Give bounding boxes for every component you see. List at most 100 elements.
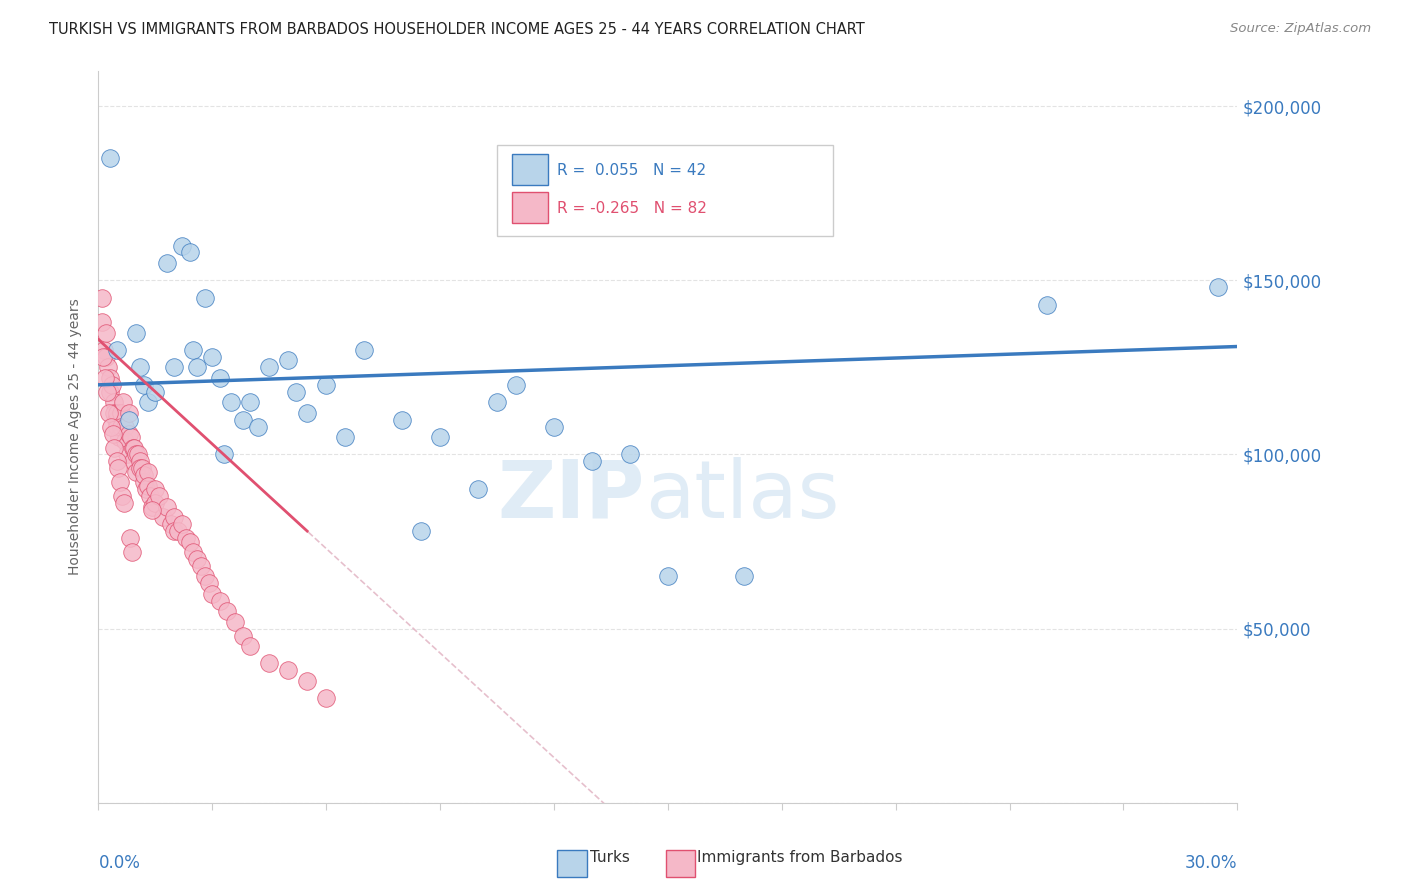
Point [110, 419, 132, 434]
Point [121, 454, 143, 468]
FancyBboxPatch shape [498, 145, 832, 235]
Point [145, 384, 167, 399]
FancyBboxPatch shape [512, 154, 548, 185]
Point [112, 496, 135, 510]
Point [156, 500, 179, 514]
Point [246, 419, 269, 434]
Point [145, 496, 167, 510]
Point [201, 350, 224, 364]
Text: Immigrants from Barbados: Immigrants from Barbados [697, 850, 903, 865]
Point [221, 395, 243, 409]
Point [107, 343, 129, 357]
Point [159, 517, 181, 532]
Point [208, 594, 231, 608]
Point [163, 360, 186, 375]
Point [619, 448, 641, 462]
Point [152, 510, 174, 524]
Point [163, 510, 186, 524]
Point [259, 657, 281, 671]
Point [179, 534, 201, 549]
Point [129, 461, 152, 475]
Point [107, 406, 129, 420]
Point [315, 691, 337, 706]
Point [132, 377, 155, 392]
FancyBboxPatch shape [665, 850, 695, 877]
Point [118, 426, 141, 441]
Point [108, 430, 131, 444]
Point [170, 517, 193, 532]
Point [391, 412, 413, 426]
Point [224, 615, 246, 629]
Text: atlas: atlas [645, 457, 839, 534]
Point [97, 360, 120, 375]
Point [179, 245, 201, 260]
Point [135, 483, 157, 497]
Point [141, 500, 163, 514]
Point [110, 406, 132, 420]
Point [115, 448, 138, 462]
Point [91, 291, 114, 305]
Point [125, 326, 148, 340]
Point [93, 343, 115, 357]
Point [543, 419, 565, 434]
Point [111, 489, 134, 503]
Point [467, 483, 489, 497]
Point [145, 483, 167, 497]
Point [141, 503, 163, 517]
Point [132, 475, 155, 490]
Point [118, 531, 141, 545]
Point [170, 238, 193, 252]
Point [104, 412, 127, 426]
Point [132, 468, 155, 483]
Point [98, 384, 121, 399]
Point [1036, 298, 1059, 312]
Point [167, 524, 190, 538]
Point [201, 587, 224, 601]
Point [105, 454, 128, 468]
Point [315, 377, 337, 392]
Point [136, 465, 159, 479]
Point [581, 454, 603, 468]
Point [486, 395, 509, 409]
Text: Turks: Turks [591, 850, 630, 865]
Point [183, 343, 205, 357]
Point [96, 384, 118, 399]
Point [208, 371, 231, 385]
Text: Source: ZipAtlas.com: Source: ZipAtlas.com [1230, 22, 1371, 36]
Point [101, 426, 124, 441]
Point [100, 377, 122, 392]
Point [138, 489, 160, 503]
FancyBboxPatch shape [512, 192, 548, 223]
Point [239, 639, 262, 653]
Text: TURKISH VS IMMIGRANTS FROM BARBADOS HOUSEHOLDER INCOME AGES 25 - 44 YEARS CORREL: TURKISH VS IMMIGRANTS FROM BARBADOS HOUS… [49, 22, 865, 37]
Point [124, 441, 146, 455]
Point [110, 475, 132, 490]
Point [118, 406, 141, 420]
Point [98, 371, 121, 385]
Point [129, 360, 152, 375]
Point [239, 395, 262, 409]
Point [94, 326, 117, 340]
Point [107, 419, 129, 434]
Point [114, 434, 136, 448]
Point [657, 569, 679, 583]
Point [127, 448, 149, 462]
Point [277, 353, 299, 368]
Point [98, 152, 121, 166]
Point [107, 461, 129, 475]
Point [335, 430, 357, 444]
Point [212, 448, 235, 462]
Point [103, 395, 125, 409]
Text: 30.0%: 30.0% [1185, 854, 1237, 872]
Point [148, 489, 170, 503]
Point [232, 412, 254, 426]
Point [297, 406, 319, 420]
Point [131, 461, 153, 475]
Text: ZIP: ZIP [498, 457, 645, 534]
Point [163, 524, 186, 538]
Text: 0.0%: 0.0% [98, 854, 141, 872]
Point [194, 569, 217, 583]
Point [353, 343, 375, 357]
Point [259, 360, 281, 375]
Point [129, 454, 152, 468]
